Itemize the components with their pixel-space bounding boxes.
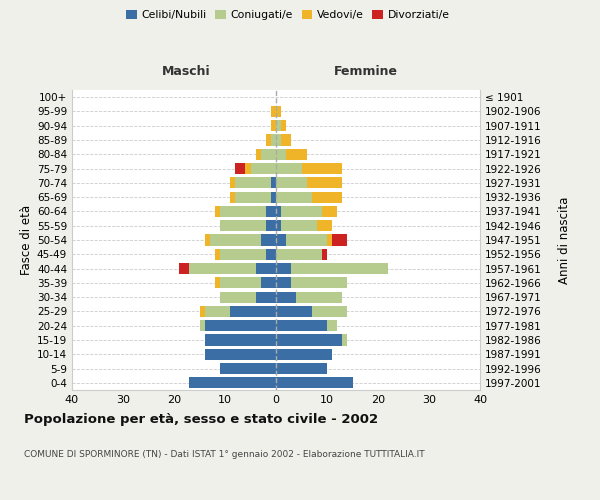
Bar	[190, 378, 276, 388]
Bar	[235, 178, 271, 188]
Bar	[276, 206, 281, 217]
Bar	[256, 292, 276, 302]
Bar	[215, 278, 220, 288]
Bar	[266, 220, 276, 232]
Bar	[205, 320, 276, 332]
Bar	[271, 134, 276, 145]
Bar	[276, 234, 286, 246]
Bar	[220, 248, 266, 260]
Bar	[235, 192, 271, 202]
Bar	[317, 220, 332, 232]
Bar	[271, 178, 276, 188]
Bar	[190, 263, 256, 274]
Bar	[276, 248, 322, 260]
Bar	[276, 148, 286, 160]
Bar	[276, 192, 312, 202]
Bar	[260, 234, 276, 246]
Text: COMUNE DI SPORMINORE (TN) - Dati ISTAT 1° gennaio 2002 - Elaborazione TUTTITALIA: COMUNE DI SPORMINORE (TN) - Dati ISTAT 1…	[24, 450, 425, 459]
Bar	[256, 263, 276, 274]
Bar	[205, 234, 210, 246]
Bar	[281, 120, 286, 132]
Bar	[271, 106, 276, 117]
Bar	[286, 148, 307, 160]
Bar	[235, 163, 245, 174]
Bar	[230, 178, 235, 188]
Bar	[276, 134, 281, 145]
Bar	[286, 234, 327, 246]
Bar	[276, 106, 281, 117]
Bar	[271, 192, 276, 202]
Bar	[179, 263, 190, 274]
Bar	[281, 206, 322, 217]
Bar	[327, 234, 332, 246]
Bar	[281, 134, 292, 145]
Bar	[276, 306, 312, 317]
Bar	[205, 306, 230, 317]
Bar	[276, 348, 332, 360]
Bar	[327, 320, 337, 332]
Bar	[276, 263, 292, 274]
Bar	[276, 378, 353, 388]
Bar	[205, 334, 276, 345]
Bar	[276, 320, 327, 332]
Bar	[251, 163, 276, 174]
Y-axis label: Fasce di età: Fasce di età	[20, 205, 33, 275]
Bar	[215, 248, 220, 260]
Bar	[281, 220, 317, 232]
Bar	[260, 148, 276, 160]
Bar	[215, 206, 220, 217]
Bar	[220, 363, 276, 374]
Bar	[220, 206, 266, 217]
Bar	[276, 178, 307, 188]
Bar	[220, 278, 260, 288]
Bar	[342, 334, 347, 345]
Bar	[266, 134, 271, 145]
Bar	[307, 178, 342, 188]
Bar	[266, 248, 276, 260]
Bar	[276, 292, 296, 302]
Bar	[266, 206, 276, 217]
Bar	[302, 163, 342, 174]
Bar	[271, 120, 276, 132]
Text: Femmine: Femmine	[334, 65, 398, 78]
Bar	[260, 278, 276, 288]
Bar	[312, 192, 342, 202]
Y-axis label: Anni di nascita: Anni di nascita	[558, 196, 571, 284]
Bar	[230, 192, 235, 202]
Bar	[312, 306, 347, 317]
Bar	[292, 263, 388, 274]
Bar	[245, 163, 251, 174]
Bar	[199, 320, 205, 332]
Bar	[322, 206, 337, 217]
Bar	[292, 278, 347, 288]
Bar	[220, 220, 266, 232]
Bar	[210, 234, 260, 246]
Legend: Celibi/Nubili, Coniugati/e, Vedovi/e, Divorziati/e: Celibi/Nubili, Coniugati/e, Vedovi/e, Di…	[122, 6, 454, 25]
Bar	[276, 220, 281, 232]
Bar	[256, 148, 260, 160]
Bar	[296, 292, 342, 302]
Bar	[220, 292, 256, 302]
Text: Maschi: Maschi	[162, 65, 211, 78]
Bar	[322, 248, 327, 260]
Bar	[205, 348, 276, 360]
Bar	[276, 120, 281, 132]
Text: Popolazione per età, sesso e stato civile - 2002: Popolazione per età, sesso e stato civil…	[24, 412, 378, 426]
Bar	[332, 234, 347, 246]
Bar	[276, 334, 342, 345]
Bar	[199, 306, 205, 317]
Bar	[276, 363, 327, 374]
Bar	[230, 306, 276, 317]
Bar	[276, 163, 302, 174]
Bar	[276, 278, 292, 288]
